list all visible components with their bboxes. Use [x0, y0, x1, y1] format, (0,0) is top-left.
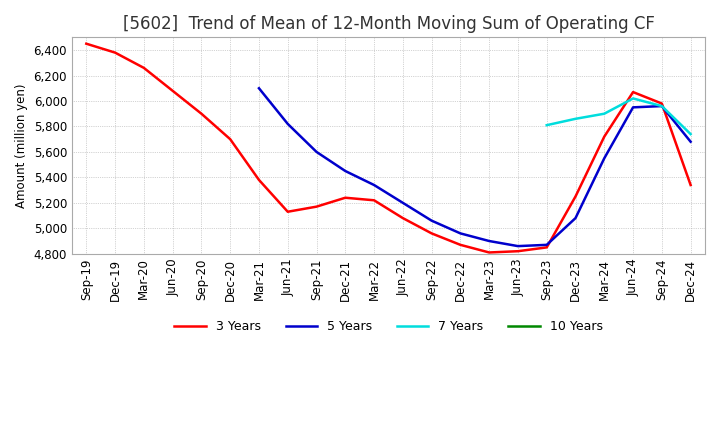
Legend: 3 Years, 5 Years, 7 Years, 10 Years: 3 Years, 5 Years, 7 Years, 10 Years	[169, 315, 608, 338]
5 Years	[312, 149, 321, 154]
3 Years	[427, 231, 436, 236]
3 Years	[284, 209, 292, 214]
5 Years	[485, 238, 493, 244]
3 Years	[686, 182, 695, 187]
5 Years	[427, 218, 436, 223]
7 Years	[600, 111, 608, 116]
3 Years	[571, 194, 580, 199]
7 Years	[657, 103, 666, 109]
3 Years	[657, 101, 666, 106]
5 Years	[686, 139, 695, 144]
5 Years	[341, 169, 350, 174]
Line: 5 Years: 5 Years	[259, 88, 690, 246]
3 Years	[140, 65, 148, 70]
3 Years	[399, 216, 408, 221]
7 Years	[686, 132, 695, 137]
3 Years	[312, 204, 321, 209]
3 Years	[600, 134, 608, 139]
5 Years	[370, 182, 379, 187]
3 Years	[370, 198, 379, 203]
5 Years	[629, 105, 637, 110]
7 Years	[542, 122, 551, 128]
3 Years	[82, 41, 91, 46]
3 Years	[226, 136, 235, 142]
5 Years	[399, 200, 408, 205]
7 Years	[629, 96, 637, 101]
3 Years	[341, 195, 350, 200]
5 Years	[542, 242, 551, 247]
3 Years	[513, 249, 522, 254]
3 Years	[542, 245, 551, 250]
3 Years	[255, 177, 264, 183]
5 Years	[456, 231, 464, 236]
3 Years	[629, 89, 637, 95]
3 Years	[168, 88, 177, 93]
3 Years	[485, 250, 493, 255]
5 Years	[657, 103, 666, 109]
7 Years	[571, 116, 580, 121]
5 Years	[255, 86, 264, 91]
3 Years	[111, 50, 120, 55]
Line: 7 Years: 7 Years	[546, 99, 690, 134]
5 Years	[513, 243, 522, 249]
Title: [5602]  Trend of Mean of 12-Month Moving Sum of Operating CF: [5602] Trend of Mean of 12-Month Moving …	[122, 15, 654, 33]
Y-axis label: Amount (million yen): Amount (million yen)	[15, 83, 28, 208]
5 Years	[571, 216, 580, 221]
5 Years	[284, 121, 292, 127]
3 Years	[197, 111, 206, 116]
Line: 3 Years: 3 Years	[86, 44, 690, 253]
5 Years	[600, 156, 608, 161]
3 Years	[456, 242, 464, 247]
